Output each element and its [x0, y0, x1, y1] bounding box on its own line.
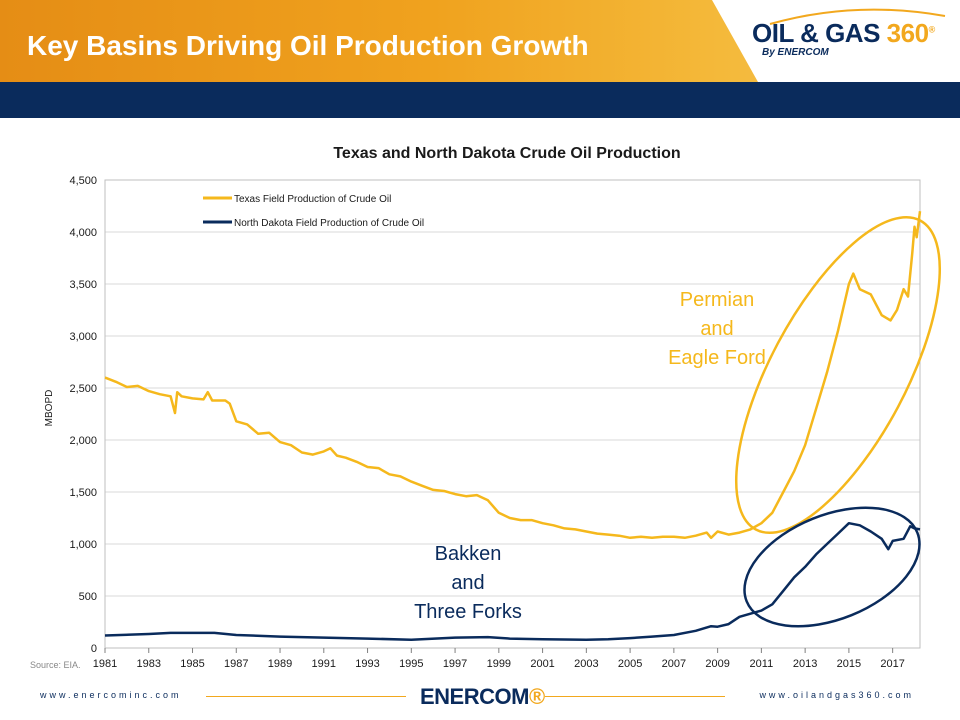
- legend-label-texas: Texas Field Production of Crude Oil: [234, 194, 391, 205]
- chart-container: Texas and North Dakota Crude Oil Product…: [0, 130, 960, 670]
- y-tick-label: 4,500: [69, 175, 97, 187]
- logo-panel: [712, 0, 960, 82]
- y-tick-label: 3,000: [69, 331, 97, 343]
- permian-annotation-text: Eagle Ford: [668, 347, 766, 369]
- permian-annotation-text: Permian: [680, 289, 754, 311]
- footer-logo-text: ENERCOM: [420, 684, 529, 709]
- y-tick-label: 2,500: [69, 383, 97, 395]
- y-tick-label: 2,000: [69, 435, 97, 447]
- bakken-annotation-text: Bakken: [435, 543, 502, 565]
- x-tick-label: 2007: [662, 658, 686, 670]
- x-tick-label: 1993: [355, 658, 379, 670]
- logo-text: OIL & GAS: [752, 18, 880, 48]
- permian-annotation-text: and: [700, 318, 733, 340]
- north-dakota-series-line: [104, 521, 921, 641]
- x-tick-label: 2009: [705, 658, 729, 670]
- navy-bar: [0, 82, 960, 118]
- slide-header: Key Basins Driving Oil Production Growth…: [0, 0, 960, 118]
- logo-swoosh-icon: [769, 8, 946, 25]
- x-tick-label: 2005: [618, 658, 642, 670]
- x-tick-label: 2015: [837, 658, 861, 670]
- x-tick-label: 1997: [443, 658, 467, 670]
- slide-title: Key Basins Driving Oil Production Growth: [27, 30, 589, 61]
- x-tick-label: 1991: [312, 658, 336, 670]
- x-tick-label: 2001: [530, 658, 554, 670]
- series-lines: [104, 211, 922, 641]
- axes: 0 500 1,000 1,500 2,000 2,500 3,000 3,500 4,000 4…: [69, 175, 921, 670]
- x-tick-label: 2011: [750, 658, 774, 670]
- x-tick-label: 1989: [268, 658, 292, 670]
- x-tick-label: 2017: [880, 658, 904, 670]
- legend: Texas Field Production of Crude Oil North…: [203, 194, 424, 229]
- oil-gas-360-logo: OIL & GAS 360® By ENERCOM: [752, 18, 935, 58]
- plot-border: [104, 179, 921, 649]
- source-note: Source: EIA.: [30, 660, 81, 670]
- x-tick-label: 1983: [137, 658, 161, 670]
- bakken-ellipse: [743, 506, 921, 628]
- logo-number: 360: [886, 18, 929, 48]
- x-tick-label: 1981: [93, 658, 117, 670]
- x-tick-label: 2003: [574, 658, 598, 670]
- annotations: Permian and Eagle Ford Bakken and Three Forks: [414, 215, 942, 628]
- production-chart: Texas and North Dakota Crude Oil Product…: [44, 145, 942, 670]
- x-tick-label: 1995: [399, 658, 423, 670]
- footer-divider-left: [206, 696, 406, 697]
- legend-label-north-dakota: North Dakota Field Production of Crude O…: [234, 218, 424, 229]
- y-tick-label: 500: [79, 591, 97, 603]
- x-tick-label: 1999: [487, 658, 511, 670]
- footer-right-url: www.oilandgas360.com: [759, 690, 914, 700]
- chart-title: Texas and North Dakota Crude Oil Product…: [333, 145, 680, 162]
- y-tick-label: 1,000: [69, 539, 97, 551]
- y-tick-label: 4,000: [69, 227, 97, 239]
- bakken-annotation-text: Three Forks: [414, 601, 522, 623]
- footer-divider-right: [545, 696, 725, 697]
- texas-series-line: [104, 211, 922, 540]
- x-tick-label: 2013: [793, 658, 817, 670]
- bakken-annotation-text: and: [451, 572, 484, 594]
- permian-ellipse: [734, 215, 942, 535]
- footer-left-url: www.enercominc.com: [40, 690, 182, 700]
- y-tick-label: 1,500: [69, 487, 97, 499]
- logo-subtitle: By ENERCOM: [762, 47, 829, 58]
- slide-footer: www.enercominc.com ENERCOM® www.oilandga…: [0, 680, 960, 720]
- y-tick-label: 3,500: [69, 279, 97, 291]
- x-tick-label: 1985: [180, 658, 204, 670]
- y-axis-label: MBOPD: [44, 390, 55, 427]
- x-tick-label: 1987: [224, 658, 248, 670]
- y-tick-label: 0: [91, 643, 97, 655]
- grid-lines: [105, 179, 920, 597]
- footer-enercom-logo: ENERCOM®: [420, 684, 545, 709]
